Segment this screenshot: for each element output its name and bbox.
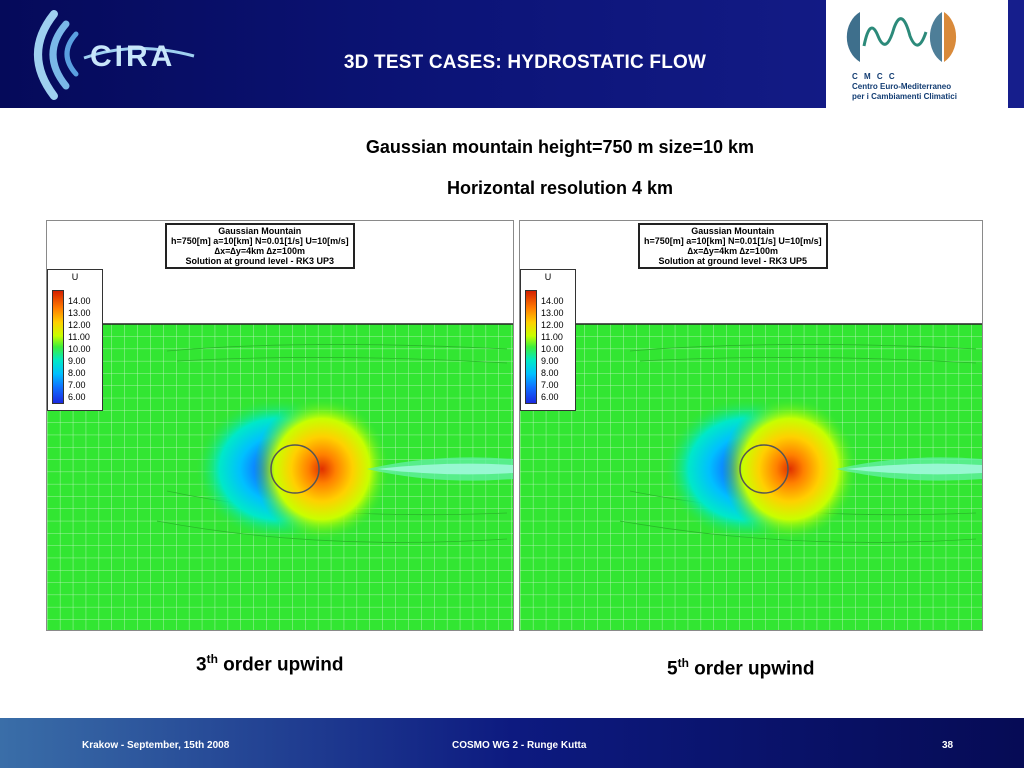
plot-info-box: Gaussian Mountain h=750[m] a=10[km] N=0.… bbox=[638, 223, 828, 269]
legend-label: 7.00 bbox=[68, 380, 86, 390]
legend-label: 12.00 bbox=[68, 320, 91, 330]
contour-plot-up3: Gaussian Mountain h=750[m] a=10[km] N=0.… bbox=[46, 220, 514, 631]
svg-text:CIRA: CIRA bbox=[90, 40, 175, 73]
page-number: 38 bbox=[942, 740, 954, 751]
cira-logo: CIRA bbox=[34, 10, 195, 100]
legend-title: U bbox=[71, 272, 79, 282]
legend-label: 9.00 bbox=[68, 356, 86, 366]
slide-footer: Krakow - September, 15th 2008 COSMO WG 2… bbox=[0, 718, 1024, 768]
legend-label: 6.00 bbox=[68, 392, 86, 402]
legend-label: 11.00 bbox=[541, 332, 563, 342]
color-legend: U 14.00 13.00 12.00 11.00 10.00 9.00 8.0… bbox=[47, 269, 103, 411]
slide-header: CIRA 3D TEST CASES: HYDROSTATIC FLOW C M… bbox=[0, 0, 1024, 108]
contour-field-up5 bbox=[520, 323, 982, 630]
slide-title: 3D TEST CASES: HYDROSTATIC FLOW bbox=[343, 52, 707, 73]
legend-label: 11.00 bbox=[68, 332, 90, 342]
cmcc-text: C M C C Centro Euro-Mediterraneo per i C… bbox=[852, 72, 957, 101]
subtitle-resolution: Horizontal resolution 4 km bbox=[446, 178, 674, 198]
legend-label: 14.00 bbox=[541, 296, 564, 306]
caption-up5: 5th order upwind bbox=[667, 656, 815, 680]
legend-label: 12.00 bbox=[541, 320, 564, 330]
caption-up3: 3th order upwind bbox=[196, 652, 344, 676]
legend-label: 13.00 bbox=[541, 308, 564, 318]
legend-title: U bbox=[544, 272, 552, 282]
footer-event: Krakow - September, 15th 2008 bbox=[82, 740, 230, 751]
legend-label: 10.00 bbox=[541, 344, 564, 354]
cmcc-logo-box: C M C C Centro Euro-Mediterraneo per i C… bbox=[826, 0, 1008, 108]
cmcc-logo bbox=[846, 12, 957, 62]
legend-label: 10.00 bbox=[68, 344, 91, 354]
plot-info-box: Gaussian Mountain h=750[m] a=10[km] N=0.… bbox=[165, 223, 355, 269]
subtitle-mountain: Gaussian mountain height=750 m size=10 k… bbox=[365, 137, 755, 157]
legend-label: 8.00 bbox=[68, 368, 86, 378]
legend-label: 13.00 bbox=[68, 308, 91, 318]
footer-topic: COSMO WG 2 - Runge Kutta bbox=[452, 740, 587, 751]
legend-label: 9.00 bbox=[541, 356, 559, 366]
legend-label: 6.00 bbox=[541, 392, 559, 402]
contour-plot-up5: Gaussian Mountain h=750[m] a=10[km] N=0.… bbox=[519, 220, 983, 631]
legend-label: 14.00 bbox=[68, 296, 91, 306]
legend-colorbar bbox=[52, 290, 64, 404]
legend-label: 8.00 bbox=[541, 368, 559, 378]
contour-field-up3 bbox=[47, 323, 513, 630]
legend-colorbar bbox=[525, 290, 537, 404]
color-legend: U 14.00 13.00 12.00 11.00 10.00 9.00 8.0… bbox=[520, 269, 576, 411]
legend-label: 7.00 bbox=[541, 380, 559, 390]
